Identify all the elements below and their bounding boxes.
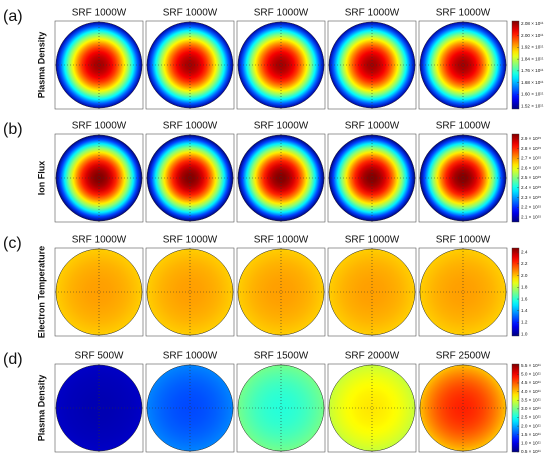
colorbar-tick-label: 2.0 × 10¹¹ [521,423,541,428]
panel-title: SRF 1000W [72,121,127,132]
heatmap-disk [419,21,507,109]
colorbar-tick-label: 3.5 × 10¹¹ [521,397,541,402]
panel-title: SRF 1000W [345,8,400,19]
heatmap-disk [237,364,325,452]
panel-title: SRF 1000W [163,351,218,362]
heatmap-disk [146,21,234,109]
heatmap-disk [237,21,325,109]
heatmap-disk [55,364,143,452]
panel-title: SRF 1000W [345,121,400,132]
panel-label: (b) [3,121,23,138]
y-axis-label: Electron Temperature [36,246,46,338]
y-axis-label: Plasma Density [36,32,46,99]
colorbar-tick-label: 2.2 × 10¹⁵ [521,205,541,210]
panel-title: SRF 2500W [436,351,491,362]
colorbar-tick-label: 2.9 × 10¹⁵ [521,136,541,141]
colorbar-tick-label: 2.6 × 10¹⁵ [521,165,541,170]
heatmap-disk [55,248,143,336]
colorbar-tick-label: 2.8 × 10¹⁵ [521,146,541,151]
colorbar-tick-label: 1.68 × 10¹¹ [521,80,544,85]
colorbar-tick-label: 2.4 [521,249,528,254]
heatmap-disk [328,248,416,336]
heatmap-disk [419,364,507,452]
heatmap-disk [419,248,507,336]
colorbar-tick-label: 2.4 × 10¹⁵ [521,185,541,190]
colorbar-tick-label: 1.84 × 10¹¹ [521,56,544,61]
colorbar-tick-label: 5.5 × 10¹¹ [521,363,541,368]
heatmap-disk [55,134,143,222]
colorbar-tick-label: 2.5 × 10¹¹ [521,415,541,420]
panel-label: (c) [3,235,22,252]
heatmap-disk [328,364,416,452]
colorbar [511,20,520,110]
panel-title: SRF 1000W [345,235,400,246]
panel-title: SRF 1000W [163,8,218,19]
colorbar-tick-label: 2.5 × 10¹⁵ [521,175,541,180]
panel-title: SRF 1000W [436,235,491,246]
colorbar-tick-label: 1.76 × 10¹¹ [521,68,544,73]
panel-title: SRF 1500W [254,351,309,362]
heatmap-disk [146,134,234,222]
colorbar-tick-label: 1.5 × 10¹¹ [521,432,541,437]
colorbar-tick-label: 0.5 × 10¹¹ [521,449,541,454]
colorbar-tick-label: 1.8 [521,285,528,290]
heatmap-disk [55,21,143,109]
colorbar-tick-label: 1.0 [521,331,528,336]
panel-title: SRF 1000W [254,8,309,19]
panel-title: SRF 1000W [163,235,218,246]
colorbar-tick-label: 2.0 [521,273,528,278]
panel-title: SRF 1000W [254,235,309,246]
colorbar-tick-label: 2.2 [521,261,528,266]
colorbar-tick-label: 3.0 × 10¹¹ [521,406,541,411]
colorbar-tick-label: 1.4 [521,308,528,313]
panel-title: SRF 1000W [254,121,309,132]
panel-title: SRF 1000W [163,121,218,132]
colorbar-tick-label: 2.7 × 10¹⁵ [521,156,541,161]
colorbar-tick-label: 1.2 [521,320,528,325]
panel-title: SRF 500W [75,351,124,362]
colorbar-tick-label: 1.60 × 10¹¹ [521,92,544,97]
panel-title: SRF 1000W [436,121,491,132]
heatmap-disk [328,21,416,109]
colorbar-tick-label: 4.0 × 10¹¹ [521,389,541,394]
heatmap-disk [328,134,416,222]
colorbar-tick-label: 2.00 × 10¹¹ [521,33,544,38]
colorbar-tick-label: 1.52 × 10¹¹ [521,103,544,108]
colorbar-tick-label: 1.6 [521,296,528,301]
panel-title: SRF 2000W [345,351,400,362]
colorbar [511,363,520,453]
colorbar-tick-label: 1.92 × 10¹¹ [521,45,544,50]
heatmap-disk [419,134,507,222]
heatmap-disk [237,248,325,336]
panel-label: (a) [3,8,23,25]
colorbar-tick-label: 1.0 × 10¹¹ [521,441,541,446]
colorbar-tick-label: 5.0 × 10¹¹ [521,372,541,377]
panel-label: (d) [3,351,23,368]
colorbar-tick-label: 4.5 × 10¹¹ [521,380,541,385]
colorbar [511,247,520,337]
y-axis-label: Ion Flux [36,161,46,196]
panel-title: SRF 1000W [72,8,127,19]
colorbar-tick-label: 2.08 × 10¹¹ [521,21,544,26]
heatmap-disk [146,248,234,336]
colorbar-tick-label: 2.3 × 10¹⁵ [521,195,541,200]
panel-title: SRF 1000W [436,8,491,19]
heatmap-disk [237,134,325,222]
heatmap-disk [146,364,234,452]
panel-title: SRF 1000W [72,235,127,246]
y-axis-label: Plasma Density [36,375,46,442]
colorbar-tick-label: 2.1 × 10¹⁵ [521,214,541,219]
